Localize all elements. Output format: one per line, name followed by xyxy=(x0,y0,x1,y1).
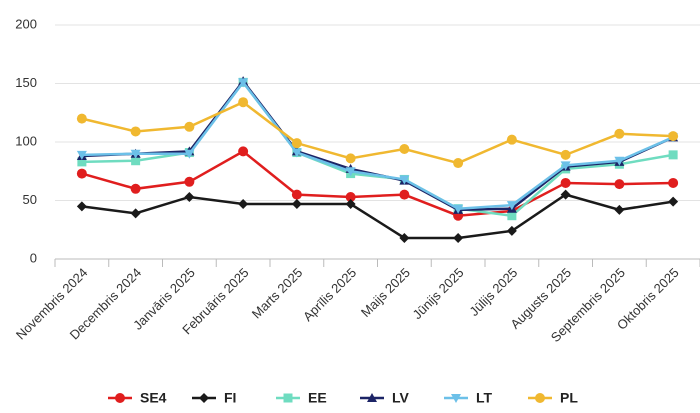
x-tick-label: Jūlijs 2025 xyxy=(466,265,520,319)
marker xyxy=(668,150,678,160)
legend-label: EE xyxy=(308,390,327,406)
legend-label: LV xyxy=(392,390,410,406)
legend-label: SE4 xyxy=(140,390,167,406)
marker xyxy=(506,201,517,211)
marker xyxy=(560,161,571,171)
series-line xyxy=(81,79,674,212)
x-tick-label: Jūnijs 2025 xyxy=(410,265,467,322)
marker xyxy=(560,149,571,160)
marker xyxy=(115,393,125,403)
marker xyxy=(560,177,571,188)
legend-label: LT xyxy=(476,390,493,406)
marker xyxy=(453,204,464,214)
marker xyxy=(130,208,141,219)
marker xyxy=(291,189,302,200)
x-tick-label: Marts 2025 xyxy=(249,265,306,322)
marker xyxy=(668,177,679,188)
series xyxy=(76,189,679,243)
marker xyxy=(238,199,249,210)
marker xyxy=(506,134,517,145)
marker xyxy=(131,156,141,166)
marker xyxy=(451,394,461,403)
marker xyxy=(399,232,410,243)
marker xyxy=(367,393,377,402)
marker xyxy=(130,126,141,137)
marker xyxy=(614,128,625,139)
marker xyxy=(506,225,517,236)
x-tick-label: Maijs 2025 xyxy=(358,265,413,320)
y-tick-label: 0 xyxy=(30,250,37,265)
series xyxy=(76,78,679,214)
marker xyxy=(399,144,410,155)
marker xyxy=(130,149,141,159)
marker xyxy=(76,150,87,160)
marker xyxy=(77,157,87,167)
marker xyxy=(560,189,571,200)
marker xyxy=(76,113,87,124)
series-line xyxy=(81,149,674,217)
marker xyxy=(238,97,249,108)
marker xyxy=(345,167,356,177)
marker xyxy=(184,121,195,132)
marker xyxy=(668,131,679,142)
marker xyxy=(184,149,195,159)
series-line xyxy=(81,100,674,165)
marker xyxy=(291,138,302,149)
marker xyxy=(184,176,195,187)
marker xyxy=(238,146,249,157)
marker xyxy=(453,232,464,243)
series-line xyxy=(81,80,674,210)
marker xyxy=(614,204,625,215)
series xyxy=(76,146,679,221)
marker xyxy=(614,156,625,166)
y-tick-label: 150 xyxy=(15,75,37,90)
marker xyxy=(76,201,87,212)
marker xyxy=(453,158,464,169)
marker xyxy=(614,179,625,190)
y-tick-label: 200 xyxy=(15,16,37,31)
marker xyxy=(291,199,302,210)
marker xyxy=(283,393,293,403)
marker xyxy=(199,393,209,403)
marker xyxy=(345,191,356,202)
marker xyxy=(130,183,141,194)
y-tick-label: 100 xyxy=(15,133,37,148)
marker xyxy=(238,78,249,88)
marker xyxy=(291,148,302,158)
marker xyxy=(399,175,410,185)
series xyxy=(77,77,678,221)
marker xyxy=(184,191,195,202)
marker xyxy=(535,393,545,403)
legend-label: PL xyxy=(560,390,578,406)
series-line xyxy=(81,193,674,240)
x-tick-label: Aprīlis 2025 xyxy=(300,265,359,324)
series xyxy=(76,97,679,169)
marker xyxy=(507,211,517,221)
marker xyxy=(668,196,679,207)
marker xyxy=(345,153,356,164)
marker xyxy=(76,168,87,179)
marker xyxy=(345,199,356,210)
legend-label: FI xyxy=(224,390,236,406)
y-tick-label: 50 xyxy=(23,192,37,207)
marker xyxy=(399,189,410,200)
